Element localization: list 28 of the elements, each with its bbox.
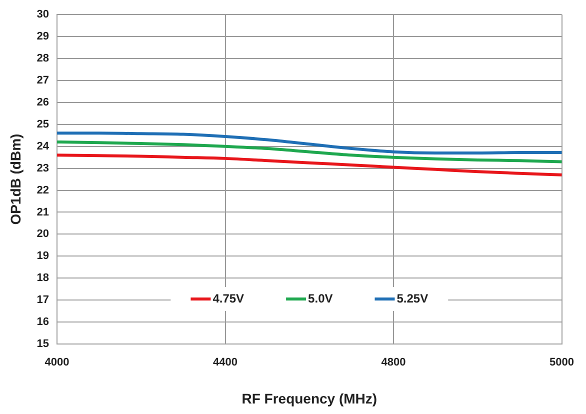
line-series xyxy=(56,154,564,176)
y-tick-label: 15 xyxy=(36,338,50,350)
y-tick-label: 17 xyxy=(36,294,50,306)
x-tick-label: 4000 xyxy=(44,356,70,369)
line-series xyxy=(56,140,564,164)
line-series xyxy=(56,132,564,154)
y-tick-label: 26 xyxy=(36,96,50,108)
y-tick-label: 30 xyxy=(36,8,50,21)
y-tick-label: 28 xyxy=(36,52,50,65)
y-tick-label: 18 xyxy=(36,272,50,284)
y-tick-label: 21 xyxy=(36,206,50,218)
x-axis-title: RF Frequency (MHz) xyxy=(242,390,378,406)
legend-label: 5.0V xyxy=(308,291,333,306)
y-tick-label: 22 xyxy=(36,184,50,196)
y-tick-label: 25 xyxy=(36,118,50,130)
x-tick-label: 4400 xyxy=(213,356,238,369)
legend-label: 4.75V xyxy=(212,291,244,306)
y-tick-label: 27 xyxy=(36,74,50,87)
y-tick-label: 19 xyxy=(36,250,50,262)
x-tick-label: 5000 xyxy=(550,356,574,369)
y-tick-label: 24 xyxy=(36,140,50,152)
legend-label: 5.25V xyxy=(396,291,428,306)
y-axis-title: OP1dB (dBm) xyxy=(7,134,24,225)
x-tick-label: 4800 xyxy=(381,356,406,369)
y-tick-label: 23 xyxy=(36,162,50,174)
y-tick-label: 20 xyxy=(36,228,50,240)
y-tick-label: 29 xyxy=(36,30,50,43)
y-tick-label: 16 xyxy=(36,316,50,328)
